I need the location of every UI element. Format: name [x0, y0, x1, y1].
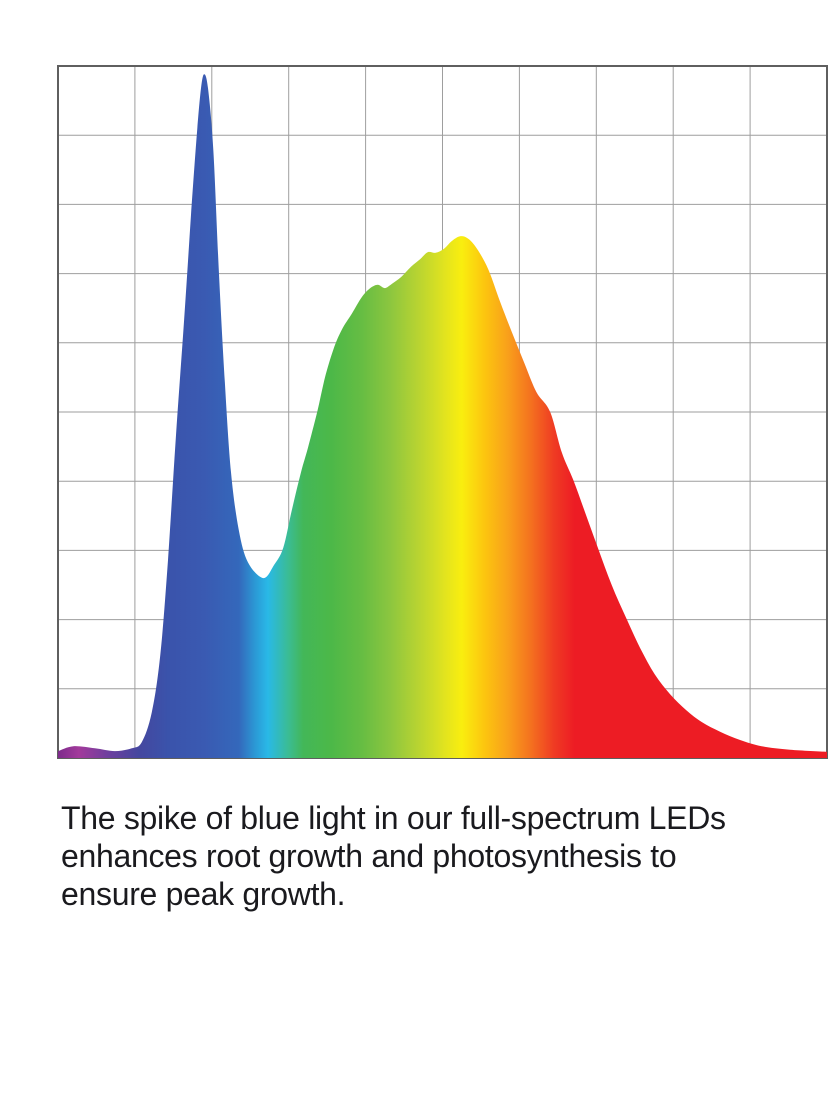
spectrum-chart	[57, 65, 828, 759]
spectrum-chart-svg	[57, 65, 828, 759]
chart-caption: The spike of blue light in our full-spec…	[61, 799, 801, 913]
spectrum-area	[58, 74, 827, 759]
caption-line: enhances root growth and photosynthesis …	[61, 838, 677, 874]
caption-line: ensure peak growth.	[61, 876, 346, 912]
caption-line: The spike of blue light in our full-spec…	[61, 800, 726, 836]
